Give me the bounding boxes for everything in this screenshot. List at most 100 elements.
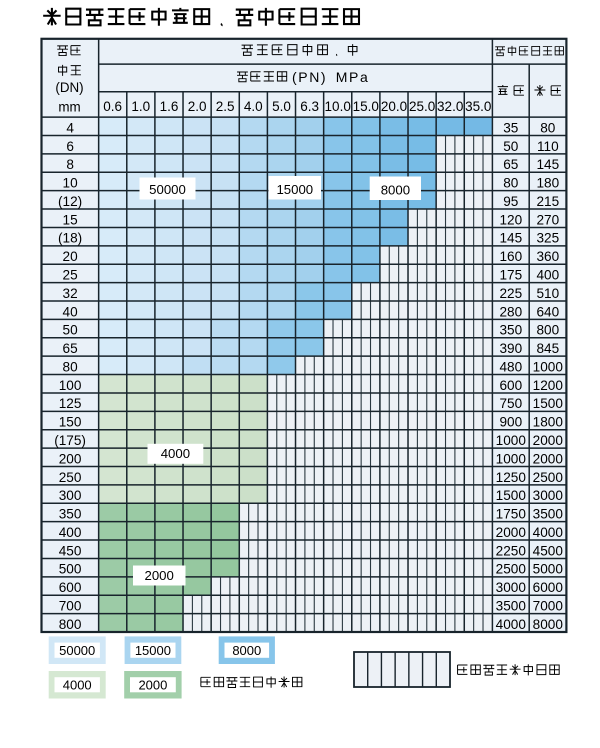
svg-text:300: 300 (59, 488, 82, 503)
svg-text:175: 175 (499, 268, 522, 283)
svg-text:1000: 1000 (496, 433, 527, 448)
svg-text:(PN) MPa: (PN) MPa (292, 69, 369, 85)
svg-text:480: 480 (499, 359, 522, 374)
svg-text:32: 32 (63, 286, 78, 301)
svg-text:1.6: 1.6 (160, 99, 179, 114)
svg-text:80: 80 (540, 120, 556, 135)
svg-text:15: 15 (63, 212, 78, 227)
svg-text:80: 80 (503, 176, 519, 191)
svg-text:1000: 1000 (533, 359, 564, 374)
svg-text:mm: mm (58, 100, 80, 115)
svg-text:32.0: 32.0 (437, 99, 463, 114)
svg-text:10: 10 (63, 176, 79, 191)
svg-text:325: 325 (536, 231, 559, 246)
svg-text:350: 350 (59, 507, 82, 522)
svg-text:2000: 2000 (145, 568, 174, 583)
svg-text:100: 100 (59, 378, 82, 393)
svg-text:4.0: 4.0 (244, 99, 263, 114)
svg-text:50000: 50000 (59, 643, 95, 658)
svg-text:1000: 1000 (496, 451, 527, 466)
svg-text:1500: 1500 (533, 396, 564, 411)
svg-text:510: 510 (536, 286, 559, 301)
svg-text:2250: 2250 (496, 543, 527, 558)
svg-text:15000: 15000 (276, 182, 313, 197)
svg-text:180: 180 (536, 176, 559, 191)
svg-text:750: 750 (499, 396, 522, 411)
svg-text:10.0: 10.0 (325, 99, 351, 114)
svg-text:150: 150 (59, 415, 82, 430)
svg-text:6: 6 (66, 139, 74, 154)
svg-text:5000: 5000 (533, 562, 564, 577)
svg-text:4: 4 (66, 120, 74, 135)
svg-text:700: 700 (59, 599, 82, 614)
svg-text:8: 8 (66, 157, 74, 172)
svg-text:15000: 15000 (135, 643, 171, 658)
svg-text:600: 600 (499, 378, 522, 393)
svg-text:50000: 50000 (149, 182, 186, 197)
svg-text:35: 35 (503, 120, 518, 135)
svg-text:845: 845 (536, 341, 559, 356)
svg-text:6000: 6000 (533, 580, 564, 595)
svg-text:(18): (18) (58, 231, 82, 246)
svg-text:15.0: 15.0 (353, 99, 379, 114)
svg-text:5.0: 5.0 (272, 99, 291, 114)
svg-text:200: 200 (59, 451, 82, 466)
svg-text:1500: 1500 (496, 488, 527, 503)
svg-text:2500: 2500 (496, 562, 527, 577)
svg-text:(12): (12) (58, 194, 82, 209)
svg-text:270: 270 (536, 212, 559, 227)
svg-text:280: 280 (499, 304, 522, 319)
svg-text:215: 215 (536, 194, 559, 209)
svg-text:25: 25 (63, 268, 78, 283)
svg-text:350: 350 (499, 323, 522, 338)
svg-text:0.6: 0.6 (103, 99, 122, 114)
svg-text:1200: 1200 (533, 378, 564, 393)
svg-text:3500: 3500 (533, 507, 564, 522)
svg-text:3500: 3500 (496, 599, 527, 614)
svg-text:250: 250 (59, 470, 82, 485)
svg-text:1.0: 1.0 (131, 99, 150, 114)
svg-text:4000: 4000 (63, 678, 92, 693)
svg-text:500: 500 (59, 562, 82, 577)
svg-text:20: 20 (63, 249, 79, 264)
svg-text:50: 50 (503, 139, 519, 154)
svg-text:360: 360 (536, 249, 559, 264)
svg-text:2.5: 2.5 (216, 99, 235, 114)
svg-text:2000: 2000 (533, 433, 564, 448)
svg-text:400: 400 (59, 525, 82, 540)
svg-text:125: 125 (59, 396, 82, 411)
svg-text:800: 800 (59, 617, 82, 632)
svg-text:3000: 3000 (533, 488, 564, 503)
svg-text:800: 800 (536, 323, 559, 338)
svg-text:390: 390 (499, 341, 522, 356)
svg-text:4000: 4000 (533, 525, 564, 540)
svg-text:95: 95 (503, 194, 518, 209)
svg-text:900: 900 (499, 415, 522, 430)
svg-text:160: 160 (499, 249, 522, 264)
svg-text:(175): (175) (54, 433, 86, 448)
svg-text:600: 600 (59, 580, 82, 595)
svg-text:110: 110 (537, 139, 559, 154)
svg-text:1800: 1800 (533, 415, 564, 430)
svg-text:1250: 1250 (496, 470, 527, 485)
svg-text:2500: 2500 (533, 470, 564, 485)
svg-text:2000: 2000 (496, 525, 527, 540)
svg-text:65: 65 (63, 341, 78, 356)
svg-text:145: 145 (536, 157, 559, 172)
svg-text:50: 50 (63, 323, 79, 338)
svg-text:3000: 3000 (496, 580, 527, 595)
svg-text:225: 225 (499, 286, 522, 301)
svg-text:450: 450 (59, 543, 82, 558)
svg-text:65: 65 (503, 157, 518, 172)
svg-text:80: 80 (63, 359, 79, 374)
svg-text:4500: 4500 (533, 543, 564, 558)
svg-text:(DN): (DN) (55, 80, 83, 95)
svg-text:120: 120 (499, 212, 522, 227)
svg-text:40: 40 (63, 304, 79, 319)
svg-text:640: 640 (536, 304, 559, 319)
svg-text:145: 145 (499, 231, 522, 246)
svg-text:8000: 8000 (232, 643, 261, 658)
svg-text:2.0: 2.0 (188, 99, 207, 114)
svg-text:20.0: 20.0 (381, 99, 407, 114)
svg-text:1750: 1750 (496, 507, 527, 522)
